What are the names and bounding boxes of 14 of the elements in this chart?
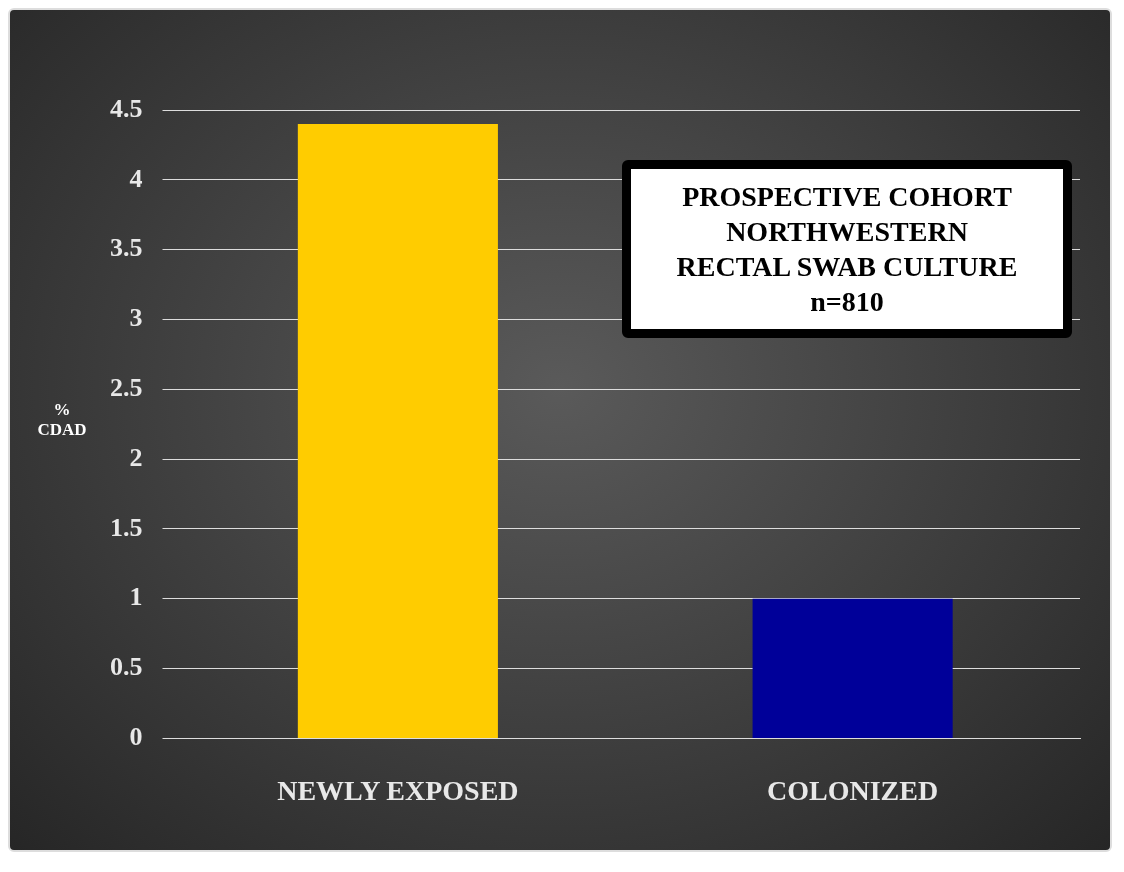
- note-box: PROSPECTIVE COHORT NORTHWESTERN RECTAL SWAB CULTURE n=810: [622, 160, 1072, 338]
- y-tick-label: 2.5: [110, 373, 143, 403]
- x-tick-label: NEWLY EXPOSED: [277, 775, 519, 807]
- y-tick-label: 3: [129, 303, 143, 333]
- y-tick-label: 0.5: [110, 652, 143, 682]
- y-axis-title: % CDAD: [36, 400, 88, 440]
- x-tick-label: COLONIZED: [767, 775, 939, 807]
- y-tick-label: 3.5: [110, 233, 143, 263]
- y-tick-label: 1: [129, 582, 143, 612]
- y-tick-label: 4: [129, 163, 143, 193]
- y-tick-label: 1.5: [110, 512, 143, 542]
- y-tick-label: 0: [129, 722, 143, 752]
- y-tick-label: 2: [129, 442, 143, 472]
- y-tick-label: 4.5: [110, 93, 143, 123]
